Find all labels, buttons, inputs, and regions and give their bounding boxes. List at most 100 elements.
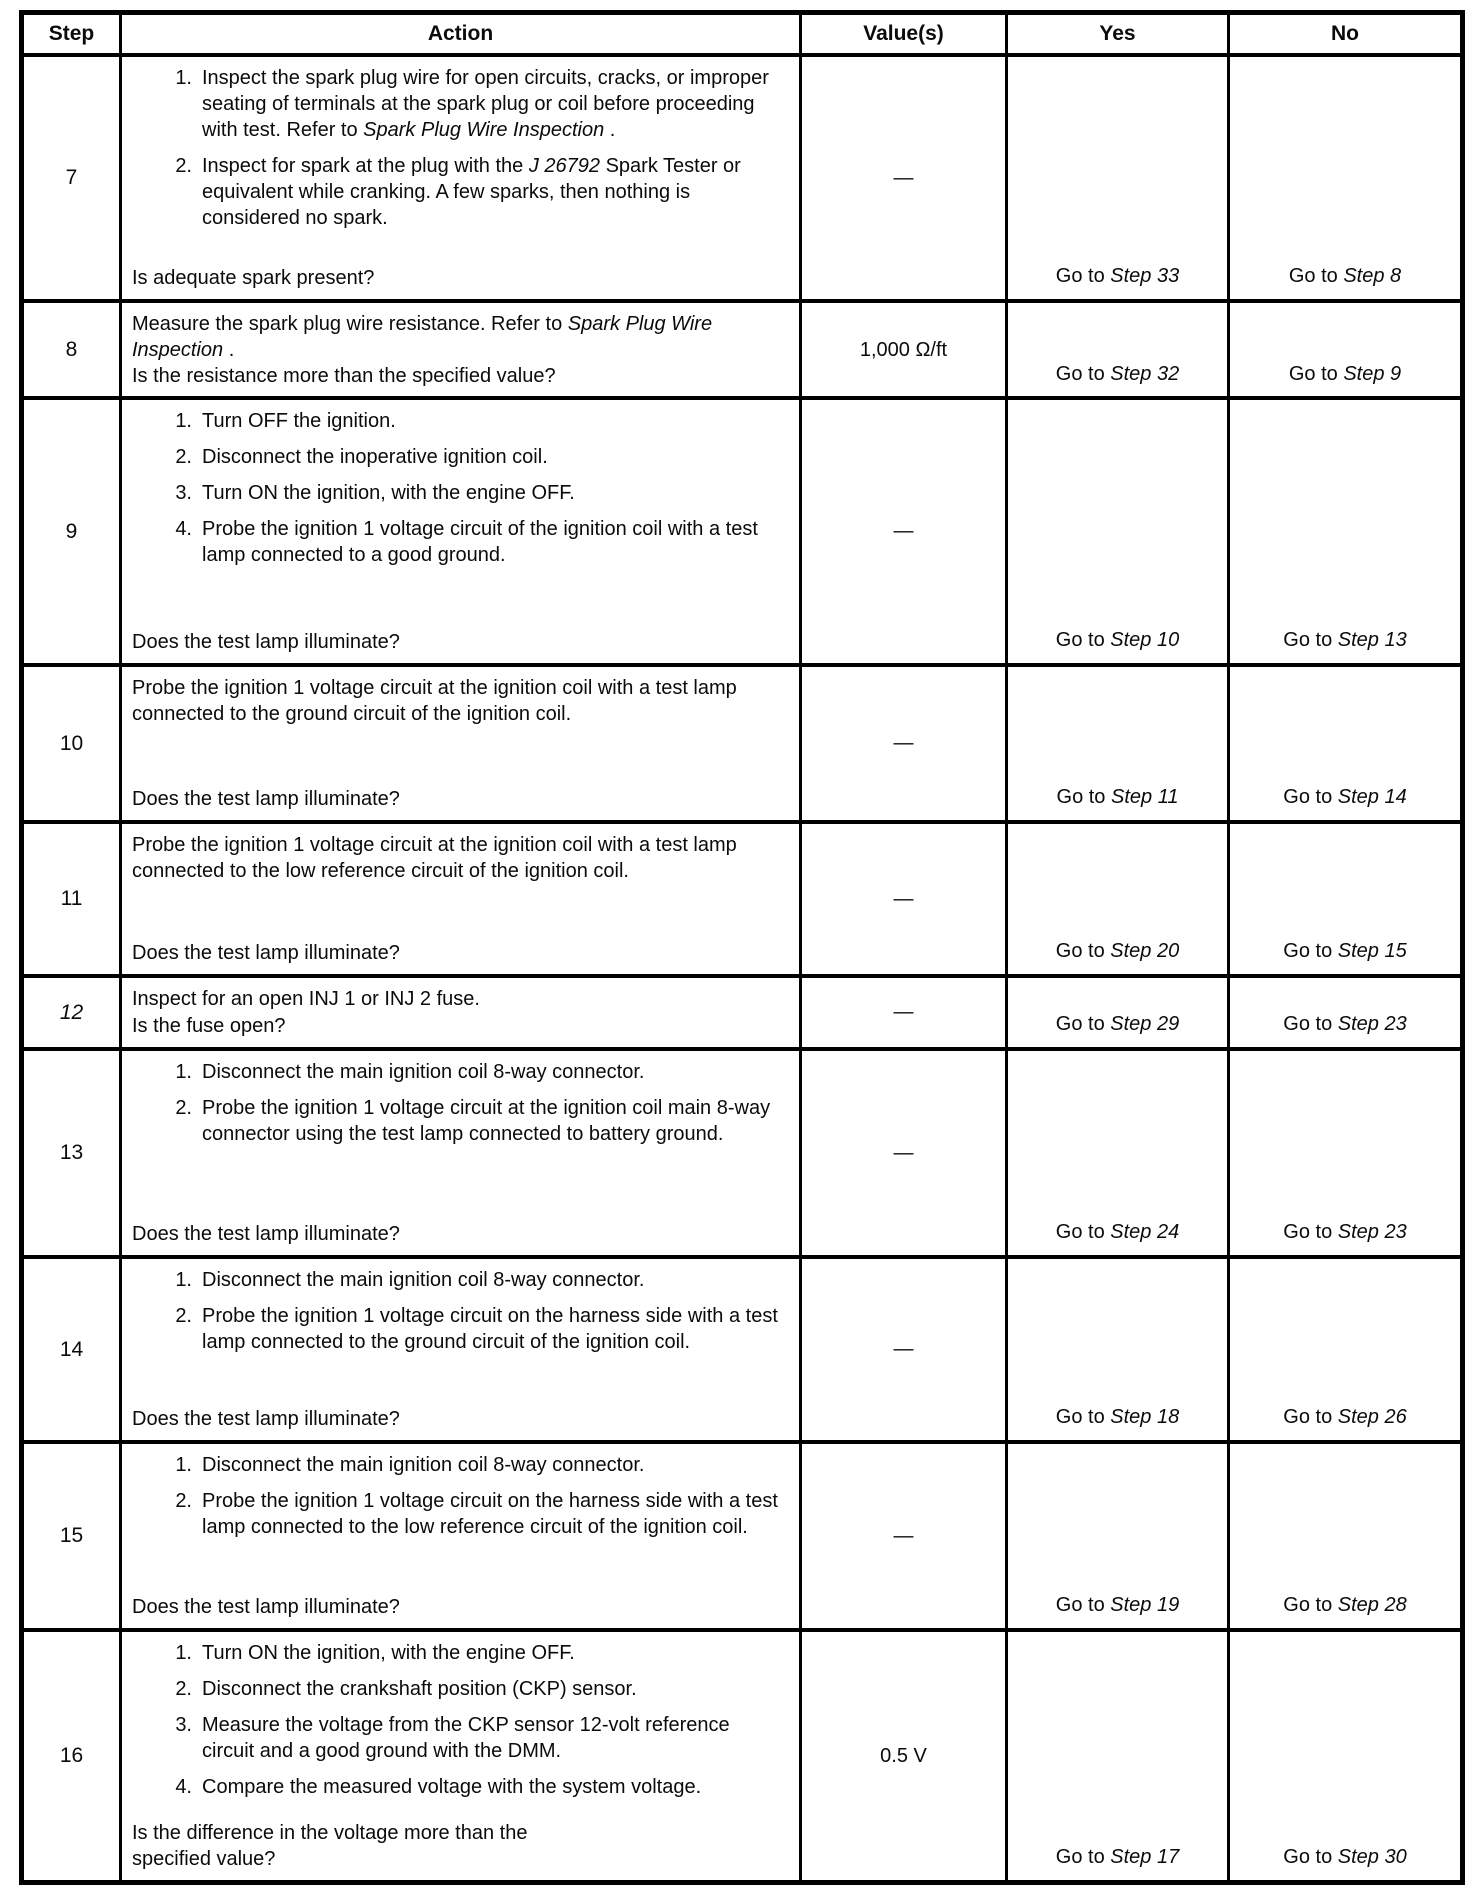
list-item-text: Disconnect the main ignition coil 8-way … [192, 1059, 644, 1085]
step-cell: 16 [24, 1632, 122, 1880]
action-question: Does the test lamp illuminate? [132, 1408, 400, 1430]
italic-text-run: Step 24 [1110, 1221, 1180, 1243]
yes-cell: Go to Step 10 [1008, 400, 1230, 663]
action-list-item: 1. Disconnect the main ignition coil 8-wa… [132, 1452, 783, 1478]
yes-cell: Go to Step 32 [1008, 303, 1230, 397]
text-run: Measure the spark plug wire resistance. … [132, 313, 568, 335]
no-cell: Go to Step 8 [1230, 57, 1460, 299]
step-number: 7 [65, 166, 78, 189]
list-number: 1. [175, 410, 192, 432]
list-item-text: Disconnect the inoperative ignition coil… [192, 444, 548, 470]
list-item-text: Disconnect the crankshaft position (CKP)… [192, 1676, 637, 1702]
text-run: Go to [1283, 1406, 1338, 1428]
yes-cell: Go to Step 29 [1008, 978, 1230, 1047]
text-run: Go to [1055, 363, 1111, 385]
text-run: Go to [1283, 1013, 1338, 1035]
step-number: 16 [59, 1744, 84, 1767]
no-goto-text: Go to Step 14 [1283, 784, 1406, 810]
text-run: Go to [1288, 265, 1344, 287]
no-cell: Go to Step 26 [1230, 1259, 1460, 1440]
no-cell: Go to Step 28 [1230, 1444, 1460, 1628]
action-question: Is the resistance more than the specifie… [132, 365, 556, 387]
table-body: 7 1. Inspect the spark plug wire for open … [24, 53, 1460, 1880]
table-row: 10 Probe the ignition 1 voltage circuit a… [24, 663, 1460, 820]
list-number: 1. [175, 1269, 192, 1291]
text-run: Go to [1283, 940, 1338, 962]
list-number: 2. [175, 1678, 192, 1700]
value-text: — [893, 1524, 914, 1547]
table-row: 14 1. Disconnect the main ignition coil 8-… [24, 1255, 1460, 1440]
value-cell: — [802, 1444, 1008, 1628]
step-cell: 9 [24, 400, 122, 663]
table-row: 13 1. Disconnect the main ignition coil 8-… [24, 1047, 1460, 1255]
action-lead: Inspect for an open INJ 1 or INJ 2 fuse. [132, 986, 783, 1012]
yes-cell: Go to Step 11 [1008, 667, 1230, 820]
text-run: Disconnect the main ignition coil 8-way … [202, 1269, 645, 1291]
action-cell: 1. Inspect the spark plug wire for open c… [122, 57, 802, 299]
list-item-text: Measure the voltage from the CKP sensor … [192, 1712, 783, 1764]
list-number: 2. [175, 1305, 192, 1327]
header-no: No [1230, 15, 1460, 53]
action-list-item: 3. Turn ON the ignition, with the engine … [132, 480, 783, 506]
text-run: Inspect for spark at the plug with the [202, 155, 529, 177]
value-text: 1,000 Ω/ft [859, 338, 948, 361]
list-number: 1. [175, 1642, 192, 1664]
action-list-item: 2. Inspect for spark at the plug with the… [132, 153, 783, 231]
action-list-item: 1. Inspect the spark plug wire for open c… [132, 65, 783, 143]
text-run: Probe the ignition 1 voltage circuit at … [202, 1097, 771, 1145]
no-cell: Go to Step 23 [1230, 1051, 1460, 1255]
table-row: 15 1. Disconnect the main ignition coil 8-… [24, 1440, 1460, 1628]
no-cell: Go to Step 15 [1230, 824, 1460, 974]
text-run: Go to [1055, 1013, 1111, 1035]
list-number: 4. [175, 1776, 192, 1798]
italic-text-run: Step 32 [1110, 363, 1180, 385]
italic-text-run: Step 14 [1337, 786, 1407, 808]
step-number: 8 [65, 338, 78, 361]
text-run: Go to [1055, 1406, 1111, 1428]
action-question: Does the test lamp illuminate? [132, 1223, 400, 1245]
yes-cell: Go to Step 33 [1008, 57, 1230, 299]
step-cell: 14 [24, 1259, 122, 1440]
header-no-label: No [1331, 22, 1359, 45]
step-number: 9 [65, 519, 78, 543]
value-cell: — [802, 978, 1008, 1047]
list-item-text: Turn ON the ignition, with the engine OF… [192, 1640, 575, 1666]
text-run: Go to [1056, 786, 1111, 808]
table-row: 12 Inspect for an open INJ 1 or INJ 2 fus… [24, 974, 1460, 1047]
value-cell: — [802, 400, 1008, 663]
value-text: — [893, 166, 914, 189]
text-run: Go to [1283, 1221, 1338, 1243]
text-run: Spark Tester or equivalent while crankin… [202, 155, 741, 229]
step-cell: 8 [24, 303, 122, 397]
table-row: 7 1. Inspect the spark plug wire for open … [24, 53, 1460, 299]
value-cell: — [802, 824, 1008, 974]
no-goto-text: Go to Step 9 [1289, 361, 1401, 387]
text-run: Probe the ignition 1 voltage circuit on … [202, 1305, 778, 1353]
italic-text-run: Step 17 [1110, 1846, 1180, 1868]
list-number: 2. [175, 1490, 192, 1512]
italic-text-run: Step 11 [1111, 786, 1179, 808]
step-cell: 10 [24, 667, 122, 820]
step-cell: 11 [24, 824, 122, 974]
yes-goto-text: Go to Step 29 [1056, 1011, 1179, 1037]
value-text: — [893, 1338, 914, 1360]
action-question: Does the test lamp illuminate? [132, 631, 400, 653]
action-cell: Inspect for an open INJ 1 or INJ 2 fuse.… [122, 978, 802, 1047]
value-cell: — [802, 1259, 1008, 1440]
italic-text-run: Step 30 [1337, 1846, 1407, 1868]
table-header-row: Step Action Value(s) Yes No [24, 15, 1460, 53]
yes-goto-text: Go to Step 18 [1056, 1404, 1179, 1430]
no-cell: Go to Step 30 [1230, 1632, 1460, 1880]
no-goto-text: Go to Step 8 [1289, 263, 1401, 289]
list-number: 2. [175, 1097, 192, 1119]
text-run: Go to [1283, 1594, 1338, 1616]
value-text: — [893, 1141, 914, 1164]
action-lead: Measure the spark plug wire resistance. … [132, 311, 783, 363]
list-item-text: Compare the measured voltage with the sy… [192, 1774, 701, 1800]
italic-text-run: Step 20 [1110, 940, 1180, 962]
action-list-item: 2. Disconnect the crankshaft position (CK… [132, 1676, 783, 1702]
step-number: 14 [59, 1337, 84, 1361]
text-run: Compare the measured voltage with the sy… [202, 1776, 702, 1798]
text-run: . [604, 119, 616, 141]
